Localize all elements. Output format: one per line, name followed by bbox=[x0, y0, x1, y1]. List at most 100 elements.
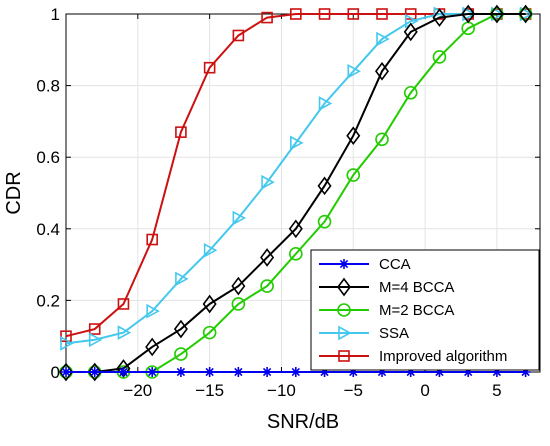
data-point-star bbox=[290, 367, 301, 377]
data-point-diamond bbox=[202, 294, 217, 314]
x-tick-label: 5 bbox=[492, 381, 501, 400]
data-point-circle bbox=[174, 347, 188, 361]
legend-item: M=4 BCCA bbox=[319, 277, 454, 297]
data-point-square bbox=[146, 233, 158, 246]
data-point-star bbox=[319, 367, 330, 377]
data-point-circle bbox=[317, 214, 332, 229]
data-point-triangle-right bbox=[60, 336, 74, 351]
data-point-square bbox=[203, 61, 216, 74]
legend-label: CCA bbox=[379, 256, 411, 273]
data-point-diamond bbox=[87, 362, 102, 382]
data-point-star bbox=[520, 367, 531, 377]
data-point-circle bbox=[260, 279, 274, 293]
data-point-circle bbox=[403, 85, 418, 100]
data-point-triangle-right bbox=[338, 325, 352, 341]
data-point-triangle-right bbox=[146, 303, 160, 319]
data-point-star bbox=[405, 367, 416, 377]
x-tick-label: −10 bbox=[267, 381, 296, 400]
axis-ticks: −20 −15 −10 −5 0 5 0 0.2 0.4 0.6 0.8 1 bbox=[36, 5, 540, 400]
x-tick-label: −15 bbox=[195, 381, 224, 400]
data-point-circle bbox=[337, 303, 351, 317]
legend: CCA M=4 BCCA M=2 BCCA SSA Improved algorithm bbox=[310, 249, 540, 371]
series-cca bbox=[61, 367, 531, 377]
data-point-triangle-right bbox=[175, 271, 189, 287]
data-point-square bbox=[290, 8, 302, 20]
data-point-diamond bbox=[173, 319, 188, 339]
data-point-diamond bbox=[59, 362, 73, 382]
data-point-star bbox=[339, 259, 349, 269]
data-point-diamond bbox=[260, 248, 275, 267]
data-point-square bbox=[318, 8, 331, 20]
legend-item: Improved algorithm bbox=[319, 348, 507, 365]
data-point-triangle-right bbox=[376, 31, 390, 47]
data-point-square bbox=[347, 8, 360, 20]
data-point-circle bbox=[289, 247, 303, 261]
legend-label: M=2 BCCA bbox=[379, 302, 454, 319]
data-point-diamond bbox=[403, 22, 418, 42]
data-point-diamond bbox=[346, 126, 361, 146]
data-point-triangle-right bbox=[261, 174, 275, 190]
legend-label: SSA bbox=[379, 325, 409, 342]
series-line bbox=[66, 13, 526, 373]
data-point-triangle-right bbox=[203, 242, 218, 258]
data-point-square bbox=[88, 323, 101, 335]
x-axis-title: SNR/dB bbox=[267, 411, 339, 433]
data-point-triangle-right bbox=[117, 325, 132, 340]
data-point-star bbox=[434, 367, 445, 377]
data-point-diamond bbox=[231, 276, 246, 296]
data-point-star bbox=[233, 367, 244, 377]
series-line bbox=[65, 13, 526, 345]
y-axis-title: CDR bbox=[3, 171, 25, 214]
data-point-triangle-right bbox=[88, 332, 103, 348]
data-point-star bbox=[204, 367, 215, 377]
y-tick-label: 0.6 bbox=[36, 148, 60, 167]
data-point-diamond bbox=[489, 4, 504, 24]
data-point-star bbox=[118, 367, 129, 377]
x-tick-label: 0 bbox=[420, 381, 429, 400]
data-point-square bbox=[175, 126, 187, 138]
legend-label: Improved algorithm bbox=[379, 348, 507, 365]
series-group bbox=[59, 4, 534, 382]
data-point-star bbox=[463, 367, 474, 377]
data-point-triangle-right bbox=[347, 63, 361, 79]
data-point-circle bbox=[231, 297, 246, 311]
data-point-diamond bbox=[337, 277, 351, 297]
data-point-diamond bbox=[145, 337, 160, 357]
data-point-square bbox=[232, 29, 245, 42]
data-point-diamond bbox=[461, 4, 476, 24]
data-point-star bbox=[491, 367, 502, 377]
data-point-star bbox=[61, 367, 71, 377]
data-point-square bbox=[376, 8, 388, 20]
data-point-square bbox=[117, 298, 130, 310]
data-point-square bbox=[60, 330, 72, 343]
data-point-star bbox=[262, 367, 273, 377]
data-point-diamond bbox=[432, 8, 447, 27]
data-point-triangle-right bbox=[318, 96, 333, 111]
data-point-circle bbox=[375, 132, 389, 147]
x-tick-label: −5 bbox=[344, 381, 363, 400]
y-tick-label: 0.4 bbox=[36, 220, 60, 239]
data-point-star bbox=[89, 367, 100, 377]
data-point-star bbox=[147, 367, 158, 377]
data-point-triangle-right bbox=[232, 210, 247, 226]
data-point-diamond bbox=[375, 61, 389, 81]
data-point-diamond bbox=[518, 4, 533, 24]
data-point-diamond bbox=[288, 219, 303, 239]
data-point-circle bbox=[432, 50, 447, 64]
data-point-square bbox=[338, 350, 350, 362]
data-point-star bbox=[348, 367, 359, 377]
data-point-diamond bbox=[317, 176, 332, 196]
legend-item: M=2 BCCA bbox=[319, 302, 454, 319]
data-point-circle bbox=[346, 168, 361, 182]
legend-item: SSA bbox=[319, 325, 409, 342]
y-tick-label: 1 bbox=[51, 5, 60, 24]
y-tick-label: 0 bbox=[51, 363, 60, 382]
y-tick-label: 0.2 bbox=[36, 291, 60, 310]
data-point-star bbox=[175, 367, 186, 377]
data-point-star bbox=[377, 367, 387, 377]
y-tick-label: 0.8 bbox=[36, 77, 60, 96]
data-point-square bbox=[404, 8, 417, 20]
series-m-4-bcca bbox=[59, 4, 533, 382]
